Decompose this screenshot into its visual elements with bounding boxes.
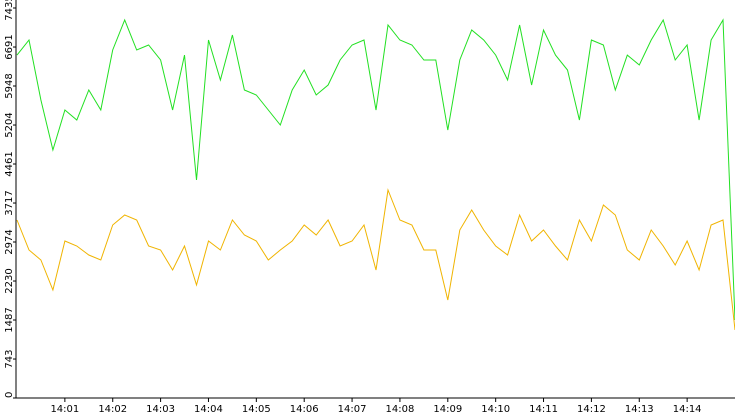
x-tick-label: 14:03 [146,404,175,415]
y-tick-label: 7435 [4,0,15,21]
x-tick-label: 14:02 [98,404,127,415]
x-tick-label: 14:14 [673,404,702,415]
x-tick-label: 14:09 [433,404,462,415]
x-tick-label: 14:11 [529,404,558,415]
x-tick-label: 14:05 [242,404,271,415]
x-tick-label: 14:07 [338,404,367,415]
x-tick-label: 14:12 [577,404,606,415]
data-line [16,18,735,321]
y-tick-label: 5948 [4,73,15,98]
x-tick-label: 14:01 [50,404,79,415]
x-tick-label: 14:06 [290,404,319,415]
y-tick-label: 743 [4,349,15,368]
y-tick-label: 1487 [4,307,15,332]
x-tick-label: 14:08 [386,404,415,415]
y-tick-label: 0 [4,392,15,398]
data-line [16,188,735,331]
x-tick-label: 14:04 [194,404,223,415]
x-tick-label: 14:13 [625,404,654,415]
y-tick-label: 2974 [4,229,15,254]
y-tick-label: 5204 [4,112,15,137]
y-tick-label: 3717 [4,190,15,215]
y-tick-label: 4461 [4,151,15,176]
y-tick-label: 6691 [4,34,15,59]
x-tick-label: 14:10 [481,404,510,415]
y-tick-label: 2230 [4,268,15,293]
